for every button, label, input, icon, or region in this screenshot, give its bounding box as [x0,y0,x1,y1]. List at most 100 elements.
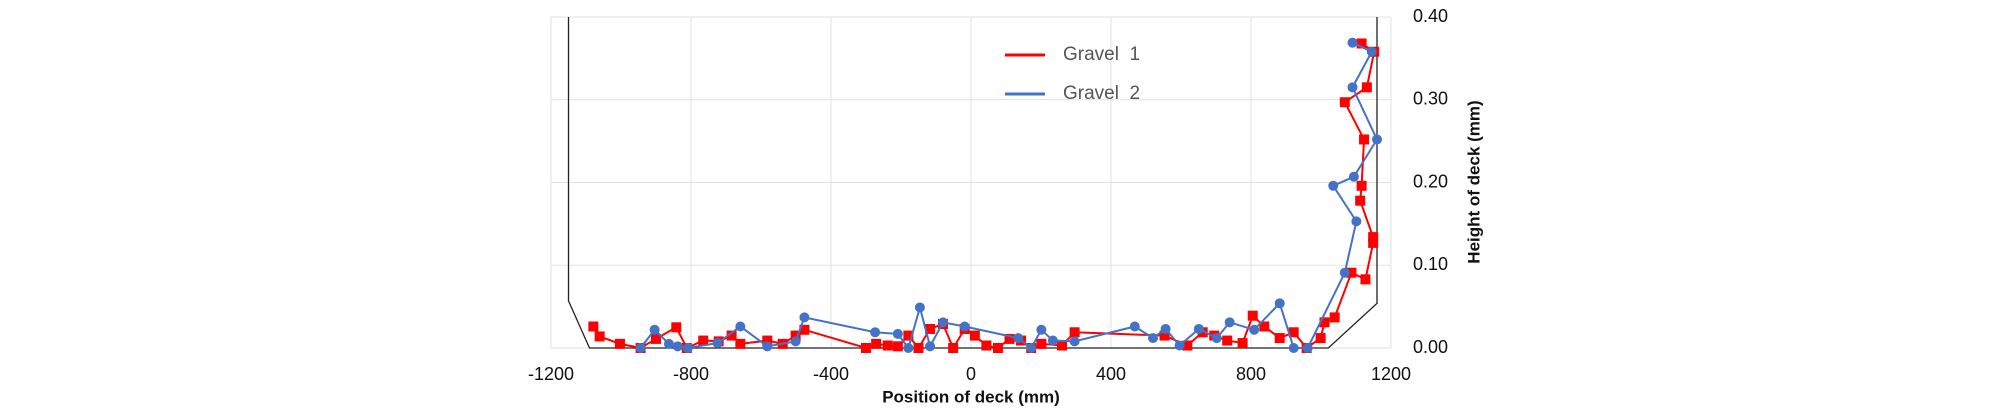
x-tick-label: 1200 [1371,364,1411,384]
point [649,324,660,335]
series-line [592,42,1376,351]
point [1366,46,1377,57]
point [1047,335,1058,346]
point [1348,171,1359,182]
point [1329,312,1340,323]
point [892,328,903,339]
series-line [639,41,1379,351]
point [635,343,646,353]
point [870,327,881,338]
point [614,338,625,349]
point [1193,323,1204,334]
point [892,341,903,352]
point [1288,327,1299,338]
y-axis-title: Height of deck (mm) [1464,100,1483,263]
point [726,330,737,341]
point [959,321,970,332]
deck-outline [567,17,1378,349]
point [1339,97,1350,108]
point [1360,274,1371,285]
x-tick-label: -400 [813,364,849,384]
x-tick-label: 400 [1096,364,1126,384]
point [1224,317,1235,328]
point [861,343,871,353]
legend-label: Gravel 1 [1063,44,1140,65]
point [969,330,980,341]
point [903,330,914,341]
point [1347,37,1358,48]
point [1057,340,1067,351]
point [672,341,683,352]
point [1182,340,1193,351]
point [682,343,693,353]
point [1160,323,1171,334]
point [925,323,936,334]
point [1351,216,1362,227]
point [1004,333,1015,344]
point [882,340,893,351]
point [948,343,959,353]
point [1211,333,1222,344]
y-tick-label: 0.30 [1413,89,1448,109]
y-tick-label: 0.20 [1413,171,1448,191]
point [790,336,801,347]
point [1247,310,1258,321]
point [1274,333,1285,344]
point [1347,82,1358,93]
point [762,335,773,346]
point [1237,338,1248,349]
point [799,324,810,335]
point [938,317,948,328]
point [871,338,882,349]
point [712,338,723,349]
point [1026,343,1037,353]
point [663,338,674,349]
point [1372,134,1382,145]
point [1315,333,1326,344]
point [1259,321,1270,332]
point [1174,340,1185,351]
point [1359,134,1370,145]
point [914,302,925,313]
x-axis-title: Position of deck (mm) [882,387,1060,406]
point [981,340,992,351]
point [1249,324,1260,335]
y-tick-label: 0.40 [1413,6,1448,26]
point [1355,195,1366,206]
point [1036,324,1047,335]
point [1036,338,1047,349]
point [1302,343,1313,353]
point [992,343,1003,353]
point [913,343,924,353]
point [1069,336,1080,347]
point [735,321,746,332]
point [903,343,914,353]
point [1319,317,1330,328]
x-tick-label: -800 [673,364,709,384]
point [1274,298,1285,309]
point [1013,333,1024,344]
point [762,341,773,352]
x-tick-label: -1200 [528,364,574,384]
point [1368,237,1379,248]
point [1129,321,1140,332]
point [1346,267,1357,278]
point [588,321,599,332]
point [1159,330,1170,341]
point [1197,327,1208,338]
point [1368,232,1379,243]
point [671,322,682,333]
point [1339,267,1350,278]
point [1361,82,1372,93]
point [594,331,605,342]
point [1222,335,1233,346]
point [698,335,709,346]
point [651,333,661,344]
point [1288,343,1299,353]
point [1148,333,1158,344]
point [790,330,801,341]
point [1069,327,1080,338]
point [1356,180,1367,191]
